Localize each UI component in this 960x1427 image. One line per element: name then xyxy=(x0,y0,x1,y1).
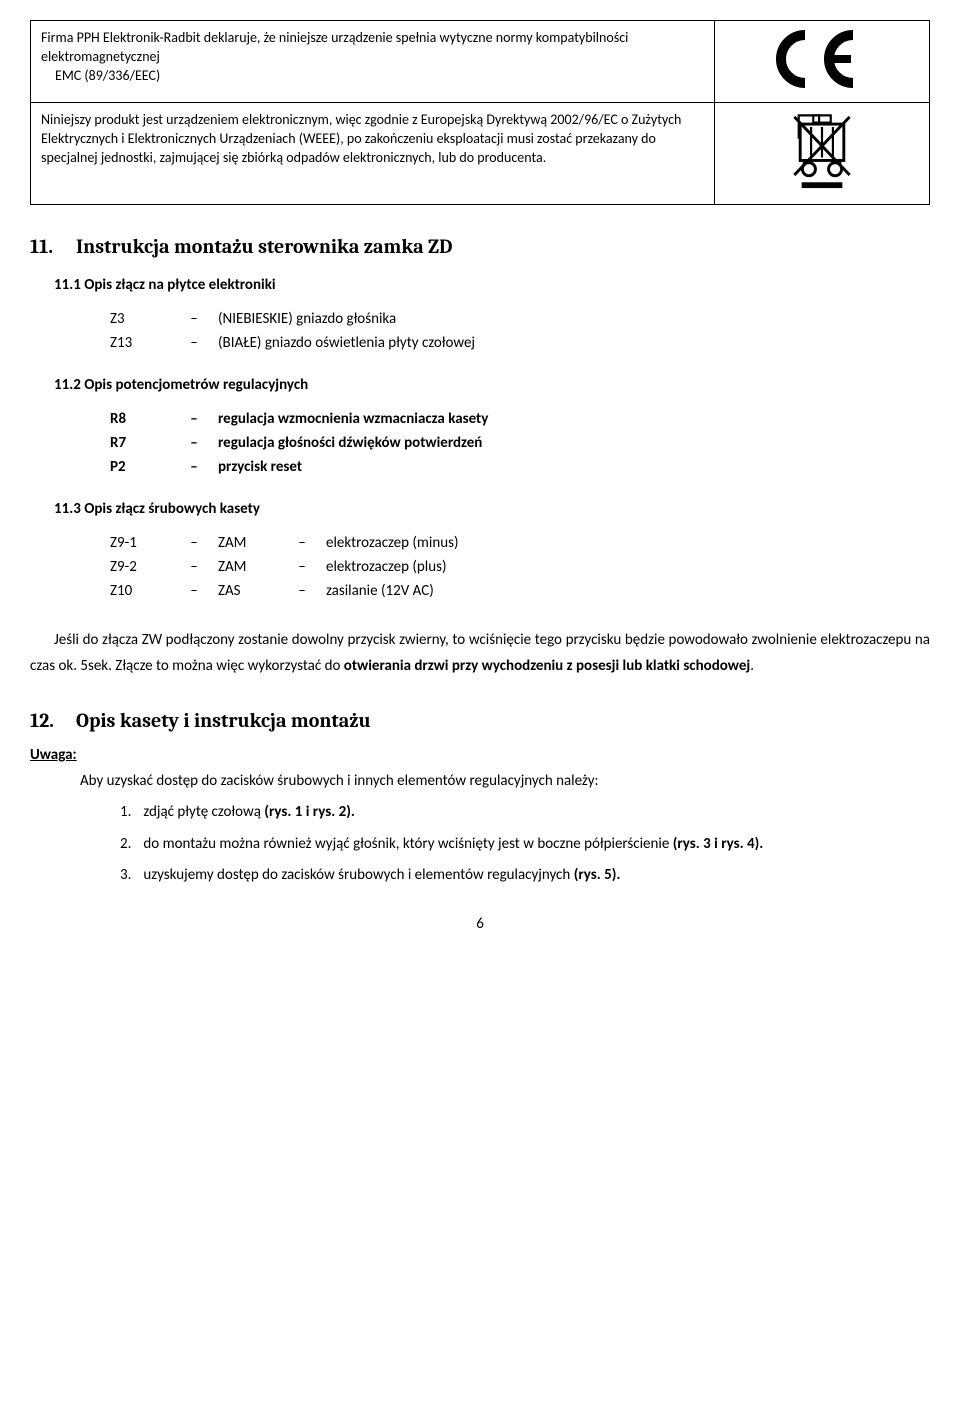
item-bold: (rys. 3 i rys. 4). xyxy=(673,835,764,853)
compliance-table: Firma PPH Elektronik-Radbit deklaruje, ż… xyxy=(30,20,930,205)
section-11-1-heading: 11.1 Opis złącz na płytce elektroniki xyxy=(54,276,930,294)
cell: – xyxy=(180,434,218,452)
item-bold: (rys. 1 i rys. 2). xyxy=(264,803,355,821)
table-row: Z9-2 – ZAM – elektrozaczep (plus) xyxy=(110,558,469,576)
table-row: Z9-1 – ZAM – elektrozaczep (minus) xyxy=(110,534,469,552)
connectors-table: Z3 – (NIEBIESKIE) gniazdo głośnika Z13 –… xyxy=(110,304,485,358)
cell: (BIAŁE) gniazdo oświetlenia płyty czołow… xyxy=(218,334,485,352)
weee-icon xyxy=(782,111,862,191)
cell: Z13 xyxy=(110,334,180,352)
weee-box: Niniejszy produkt jest urządzeniem elekt… xyxy=(31,103,715,205)
cell: R8 xyxy=(110,410,180,428)
cell: – xyxy=(180,334,218,352)
cell: – xyxy=(180,310,218,328)
section-11-heading: 11.Instrukcja montażu sterownika zamka Z… xyxy=(30,235,930,258)
cell: ZAS xyxy=(218,582,288,600)
emc-box: Firma PPH Elektronik-Radbit deklaruje, ż… xyxy=(31,21,715,103)
weee-icon-cell xyxy=(714,103,929,205)
weee-text: Niniejszy produkt jest urządzeniem elekt… xyxy=(41,111,681,166)
para-bold: otwierania drzwi przy wychodzeniu z pose… xyxy=(344,657,750,675)
page-number: 6 xyxy=(30,915,930,933)
table-row: P2 – przycisk reset xyxy=(110,458,498,476)
item-num: 3. xyxy=(120,863,140,889)
cell: P2 xyxy=(110,458,180,476)
cell: zasilanie (12V AC) xyxy=(326,582,469,600)
pot-table: R8 – regulacja wzmocnienia wzmacniacza k… xyxy=(110,404,498,482)
section-11-2-heading: 11.2 Opis potencjometrów regulacyjnych xyxy=(54,376,930,394)
section-12-intro: Aby uzyskać dostęp do zacisków śrubowych… xyxy=(80,772,930,790)
table-row: R8 – regulacja wzmocnienia wzmacniacza k… xyxy=(110,410,498,428)
table-row: R7 – regulacja głośności dźwięków potwie… xyxy=(110,434,498,452)
cell: – xyxy=(180,558,218,576)
cell: ZAM xyxy=(218,558,288,576)
emc-text: Firma PPH Elektronik-Radbit deklaruje, ż… xyxy=(41,29,628,65)
cell: Z9-2 xyxy=(110,558,180,576)
list-item: 1. zdjąć płytę czołową (rys. 1 i rys. 2)… xyxy=(120,800,930,826)
item-num: 2. xyxy=(120,832,140,858)
item-text: do montażu można również wyjąć głośnik, … xyxy=(143,835,672,853)
steps-list: 1. zdjąć płytę czołową (rys. 1 i rys. 2)… xyxy=(120,800,930,889)
section-11-num: 11. xyxy=(30,235,76,258)
cell: – xyxy=(180,534,218,552)
section-11-3-heading: 11.3 Opis złącz śrubowych kasety xyxy=(54,500,930,518)
cell: – xyxy=(180,458,218,476)
section-12-heading: 12.Opis kasety i instrukcja montażu xyxy=(30,709,930,732)
cell: Z9-1 xyxy=(110,534,180,552)
cell: Z3 xyxy=(110,310,180,328)
ce-mark-icon xyxy=(767,29,877,89)
item-bold: (rys. 5). xyxy=(574,866,621,884)
cell: – xyxy=(288,582,326,600)
section-12-title: Opis kasety i instrukcja montażu xyxy=(76,709,371,732)
cell: ZAM xyxy=(218,534,288,552)
cell: regulacja głośności dźwięków potwierdzeń xyxy=(218,434,498,452)
table-row: Z13 – (BIAŁE) gniazdo oświetlenia płyty … xyxy=(110,334,485,352)
cell: – xyxy=(180,410,218,428)
cell: elektrozaczep (plus) xyxy=(326,558,469,576)
table-row: Z10 – ZAS – zasilanie (12V AC) xyxy=(110,582,469,600)
cell: – xyxy=(288,534,326,552)
screw-table: Z9-1 – ZAM – elektrozaczep (minus) Z9-2 … xyxy=(110,528,469,606)
cell: – xyxy=(180,582,218,600)
cell: – xyxy=(288,558,326,576)
cell: R7 xyxy=(110,434,180,452)
uwaga-label: Uwaga: xyxy=(30,746,930,764)
ce-mark-cell xyxy=(714,21,929,103)
table-row: Z3 – (NIEBIESKIE) gniazdo głośnika xyxy=(110,310,485,328)
zw-paragraph: Jeśli do złącza ZW podłączony zostanie d… xyxy=(30,628,930,679)
emc-code: EMC (89/336/EEC) xyxy=(41,67,160,84)
cell: (NIEBIESKIE) gniazdo głośnika xyxy=(218,310,485,328)
item-num: 1. xyxy=(120,800,140,826)
cell: przycisk reset xyxy=(218,458,498,476)
section-12-num: 12. xyxy=(30,709,76,732)
section-11-title: Instrukcja montażu sterownika zamka ZD xyxy=(76,235,452,258)
cell: regulacja wzmocnienia wzmacniacza kasety xyxy=(218,410,498,428)
para-post: . xyxy=(750,657,754,675)
list-item: 3. uzyskujemy dostęp do zacisków śrubowy… xyxy=(120,863,930,889)
cell: elektrozaczep (minus) xyxy=(326,534,469,552)
item-text: uzyskujemy dostęp do zacisków śrubowych … xyxy=(143,866,573,884)
cell: Z10 xyxy=(110,582,180,600)
list-item: 2. do montażu można również wyjąć głośni… xyxy=(120,832,930,858)
item-text: zdjąć płytę czołową xyxy=(143,803,264,821)
